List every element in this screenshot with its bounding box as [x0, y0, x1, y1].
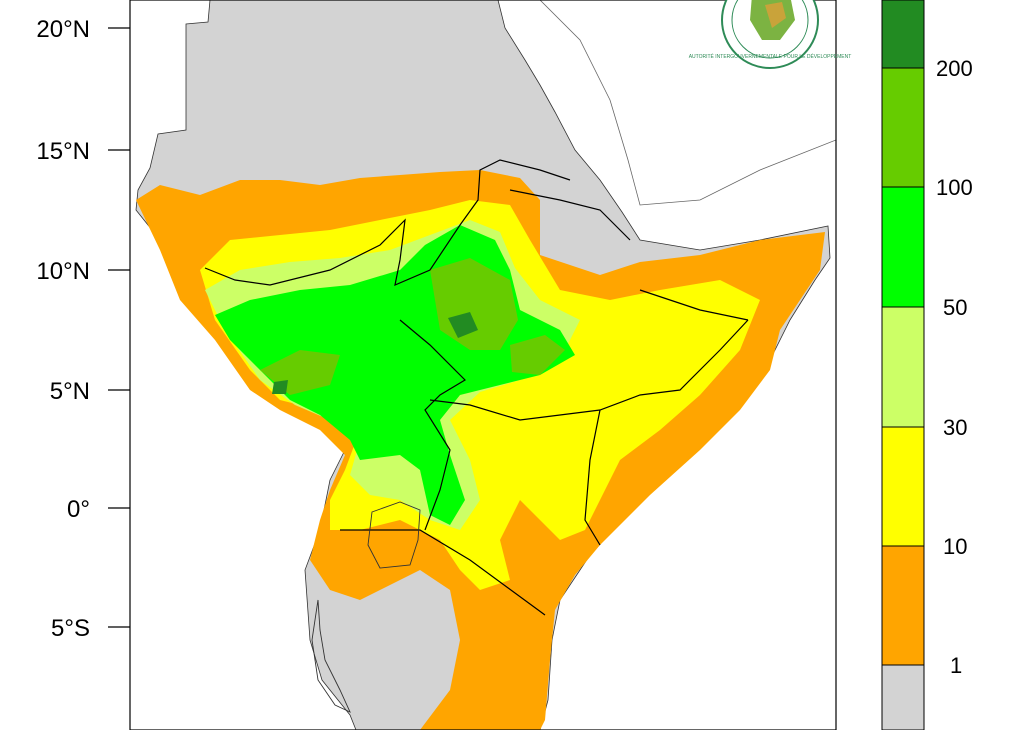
legend-label-10: 10 [943, 534, 967, 559]
rain-band-100-200 [260, 258, 565, 395]
legend-swatch-30-50 [881, 306, 925, 428]
legend-label-50: 50 [943, 295, 967, 320]
legend-label-100: 100 [936, 175, 973, 200]
country-borders [204, 159, 749, 616]
legend-swatch-100-200 [881, 67, 925, 188]
legend-label-1: 1 [950, 653, 962, 678]
legend-colorbar [881, 0, 925, 730]
lat-label-5n: 5°N [50, 378, 90, 405]
legend-swatch-200-plus [881, 0, 925, 69]
lat-label-10n: 10°N [36, 258, 90, 285]
logo-text: AUTORITÉ INTERGOUVERNEMENTALE POUR LE DÉ… [689, 53, 852, 60]
igad-emblem-icon: AUTORITÉ INTERGOUVERNEMENTALE POUR LE DÉ… [689, 0, 852, 69]
lake-victoria [367, 501, 421, 569]
legend-label-200: 200 [936, 56, 973, 81]
legend-label-30: 30 [943, 415, 967, 440]
map-frame [129, 0, 837, 730]
lat-label-15n: 15°N [36, 138, 90, 165]
lat-label-5s: 5°S [51, 615, 90, 642]
arabian-coastline [539, 0, 836, 206]
legend-swatch-below-1 [881, 664, 925, 730]
lat-label-20n: 20°N [36, 16, 90, 43]
lake-tanganyika [311, 599, 351, 713]
latitude-ticks [108, 27, 130, 628]
lat-label-0: 0° [67, 496, 90, 523]
legend-swatch-10-30 [881, 426, 925, 547]
legend-swatch-1-10 [881, 545, 925, 666]
rain-band-200-plus [272, 312, 478, 394]
legend-swatch-50-100 [881, 186, 925, 308]
